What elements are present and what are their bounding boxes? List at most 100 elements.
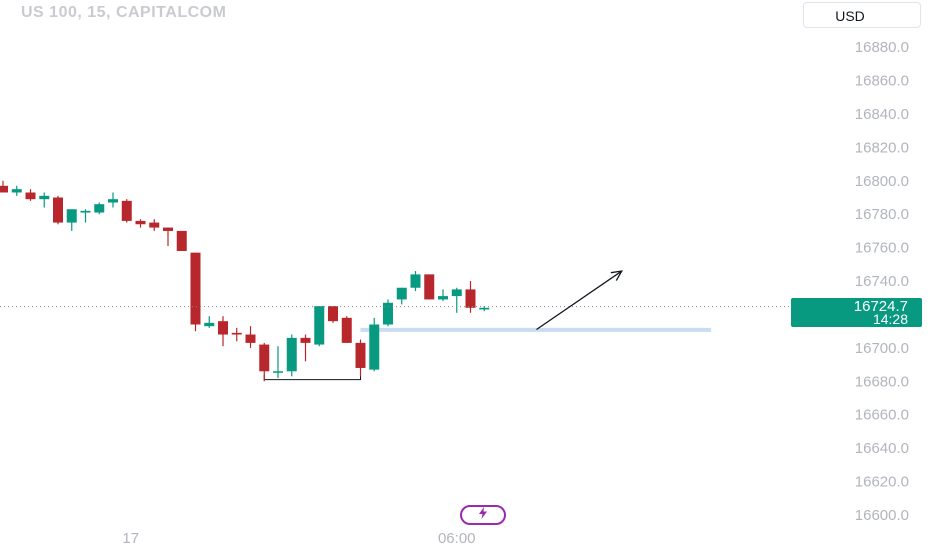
candle: [80, 209, 91, 223]
flash-button[interactable]: [460, 505, 506, 525]
candle-body: [149, 222, 160, 228]
candle-body: [286, 337, 297, 372]
candle-body: [0, 185, 8, 193]
candle: [149, 219, 160, 231]
candle-body: [66, 209, 77, 223]
candle-body: [108, 199, 118, 203]
candle: [273, 346, 283, 378]
y-tick-label: 16600.0: [855, 507, 909, 524]
y-tick-label: 16660.0: [855, 407, 909, 424]
time-axis[interactable]: 17 06:00: [122, 530, 475, 547]
candle: [245, 326, 256, 348]
candle: [451, 287, 462, 313]
candle-body: [451, 289, 462, 297]
candle-body: [218, 321, 228, 335]
candle-body: [53, 197, 63, 223]
candle: [341, 316, 352, 343]
lightning-bolt-icon: [476, 506, 490, 525]
candle-body: [273, 371, 283, 373]
candle-body: [369, 324, 380, 370]
candle: [204, 316, 215, 328]
currency-button[interactable]: USD: [803, 2, 921, 28]
y-tick-label: 16760.0: [855, 240, 909, 257]
candle: [163, 227, 173, 246]
candle-body: [424, 274, 435, 300]
candle: [176, 230, 187, 251]
candle: [314, 306, 325, 347]
y-tick-label: 16840.0: [855, 106, 909, 123]
candle-body: [245, 334, 256, 343]
candle: [108, 192, 118, 208]
candle: [424, 274, 435, 300]
candle-body: [94, 204, 105, 213]
double-bottom-bracket: [263, 374, 361, 381]
candle: [25, 189, 36, 201]
candle-body: [410, 274, 421, 288]
candle: [383, 299, 393, 327]
last-price-badge: 16724.7 14:28: [791, 298, 922, 327]
candle: [66, 209, 77, 231]
candle-body: [355, 342, 366, 368]
candle-body: [383, 302, 393, 325]
y-tick-label: 16880.0: [855, 39, 909, 56]
chart-annotations: [263, 270, 712, 381]
candle: [355, 339, 366, 377]
candle: [11, 185, 22, 196]
candle-body: [341, 317, 352, 343]
up-arrow-head: [610, 270, 623, 281]
y-tick-label: 16640.0: [855, 440, 909, 457]
candle: [300, 334, 311, 362]
candle: [0, 180, 8, 193]
candle-body: [231, 332, 242, 335]
candlestick-series: [0, 180, 490, 382]
candle-body: [135, 220, 146, 225]
candle-body: [328, 306, 338, 322]
candle: [53, 195, 63, 225]
y-tick-label: 16820.0: [855, 139, 909, 156]
candle-body: [25, 192, 36, 200]
up-arrow-line: [536, 270, 623, 331]
support-zone: [360, 327, 712, 332]
candle: [328, 306, 338, 323]
x-tick-label: 17: [122, 530, 139, 547]
candle-body: [204, 322, 215, 327]
candle: [286, 334, 297, 377]
y-tick-label: 16800.0: [855, 173, 909, 190]
y-tick-label: 16700.0: [855, 340, 909, 357]
y-tick-label: 16860.0: [855, 73, 909, 90]
candle-body: [163, 227, 173, 231]
candle-body: [300, 337, 311, 343]
bar-countdown-label: 14:28: [872, 311, 908, 327]
y-tick-label: 16620.0: [855, 474, 909, 491]
candle-body: [465, 289, 476, 308]
candle: [369, 317, 380, 372]
candle: [438, 289, 448, 302]
candle-body: [39, 195, 50, 200]
candle: [259, 342, 270, 382]
candle: [410, 271, 421, 292]
candle-body: [80, 210, 91, 213]
candle: [396, 287, 407, 305]
candle-body: [314, 306, 325, 345]
candle: [465, 281, 476, 313]
candle: [190, 252, 201, 332]
candle-body: [11, 189, 22, 193]
candle-body: [479, 307, 490, 310]
candle: [94, 202, 105, 215]
last-price-label: 16724.7: [853, 298, 908, 315]
candle-body: [190, 252, 201, 325]
price-axis[interactable]: 16880.0 16860.0 16840.0 16820.0 16800.0 16780…: [855, 39, 909, 524]
symbol-title: US 100, 15, CAPITALCOM: [21, 4, 227, 21]
y-tick-label: 16780.0: [855, 206, 909, 223]
candle: [231, 327, 242, 342]
candle-body: [121, 200, 132, 221]
y-tick-label: 16680.0: [855, 373, 909, 390]
candle-body: [396, 287, 407, 300]
candle: [39, 192, 50, 208]
candle: [121, 199, 132, 223]
candle-body: [259, 344, 270, 372]
candle-body: [438, 296, 448, 300]
x-tick-label: 06:00: [438, 530, 476, 547]
y-tick-label: 16740.0: [855, 273, 909, 290]
